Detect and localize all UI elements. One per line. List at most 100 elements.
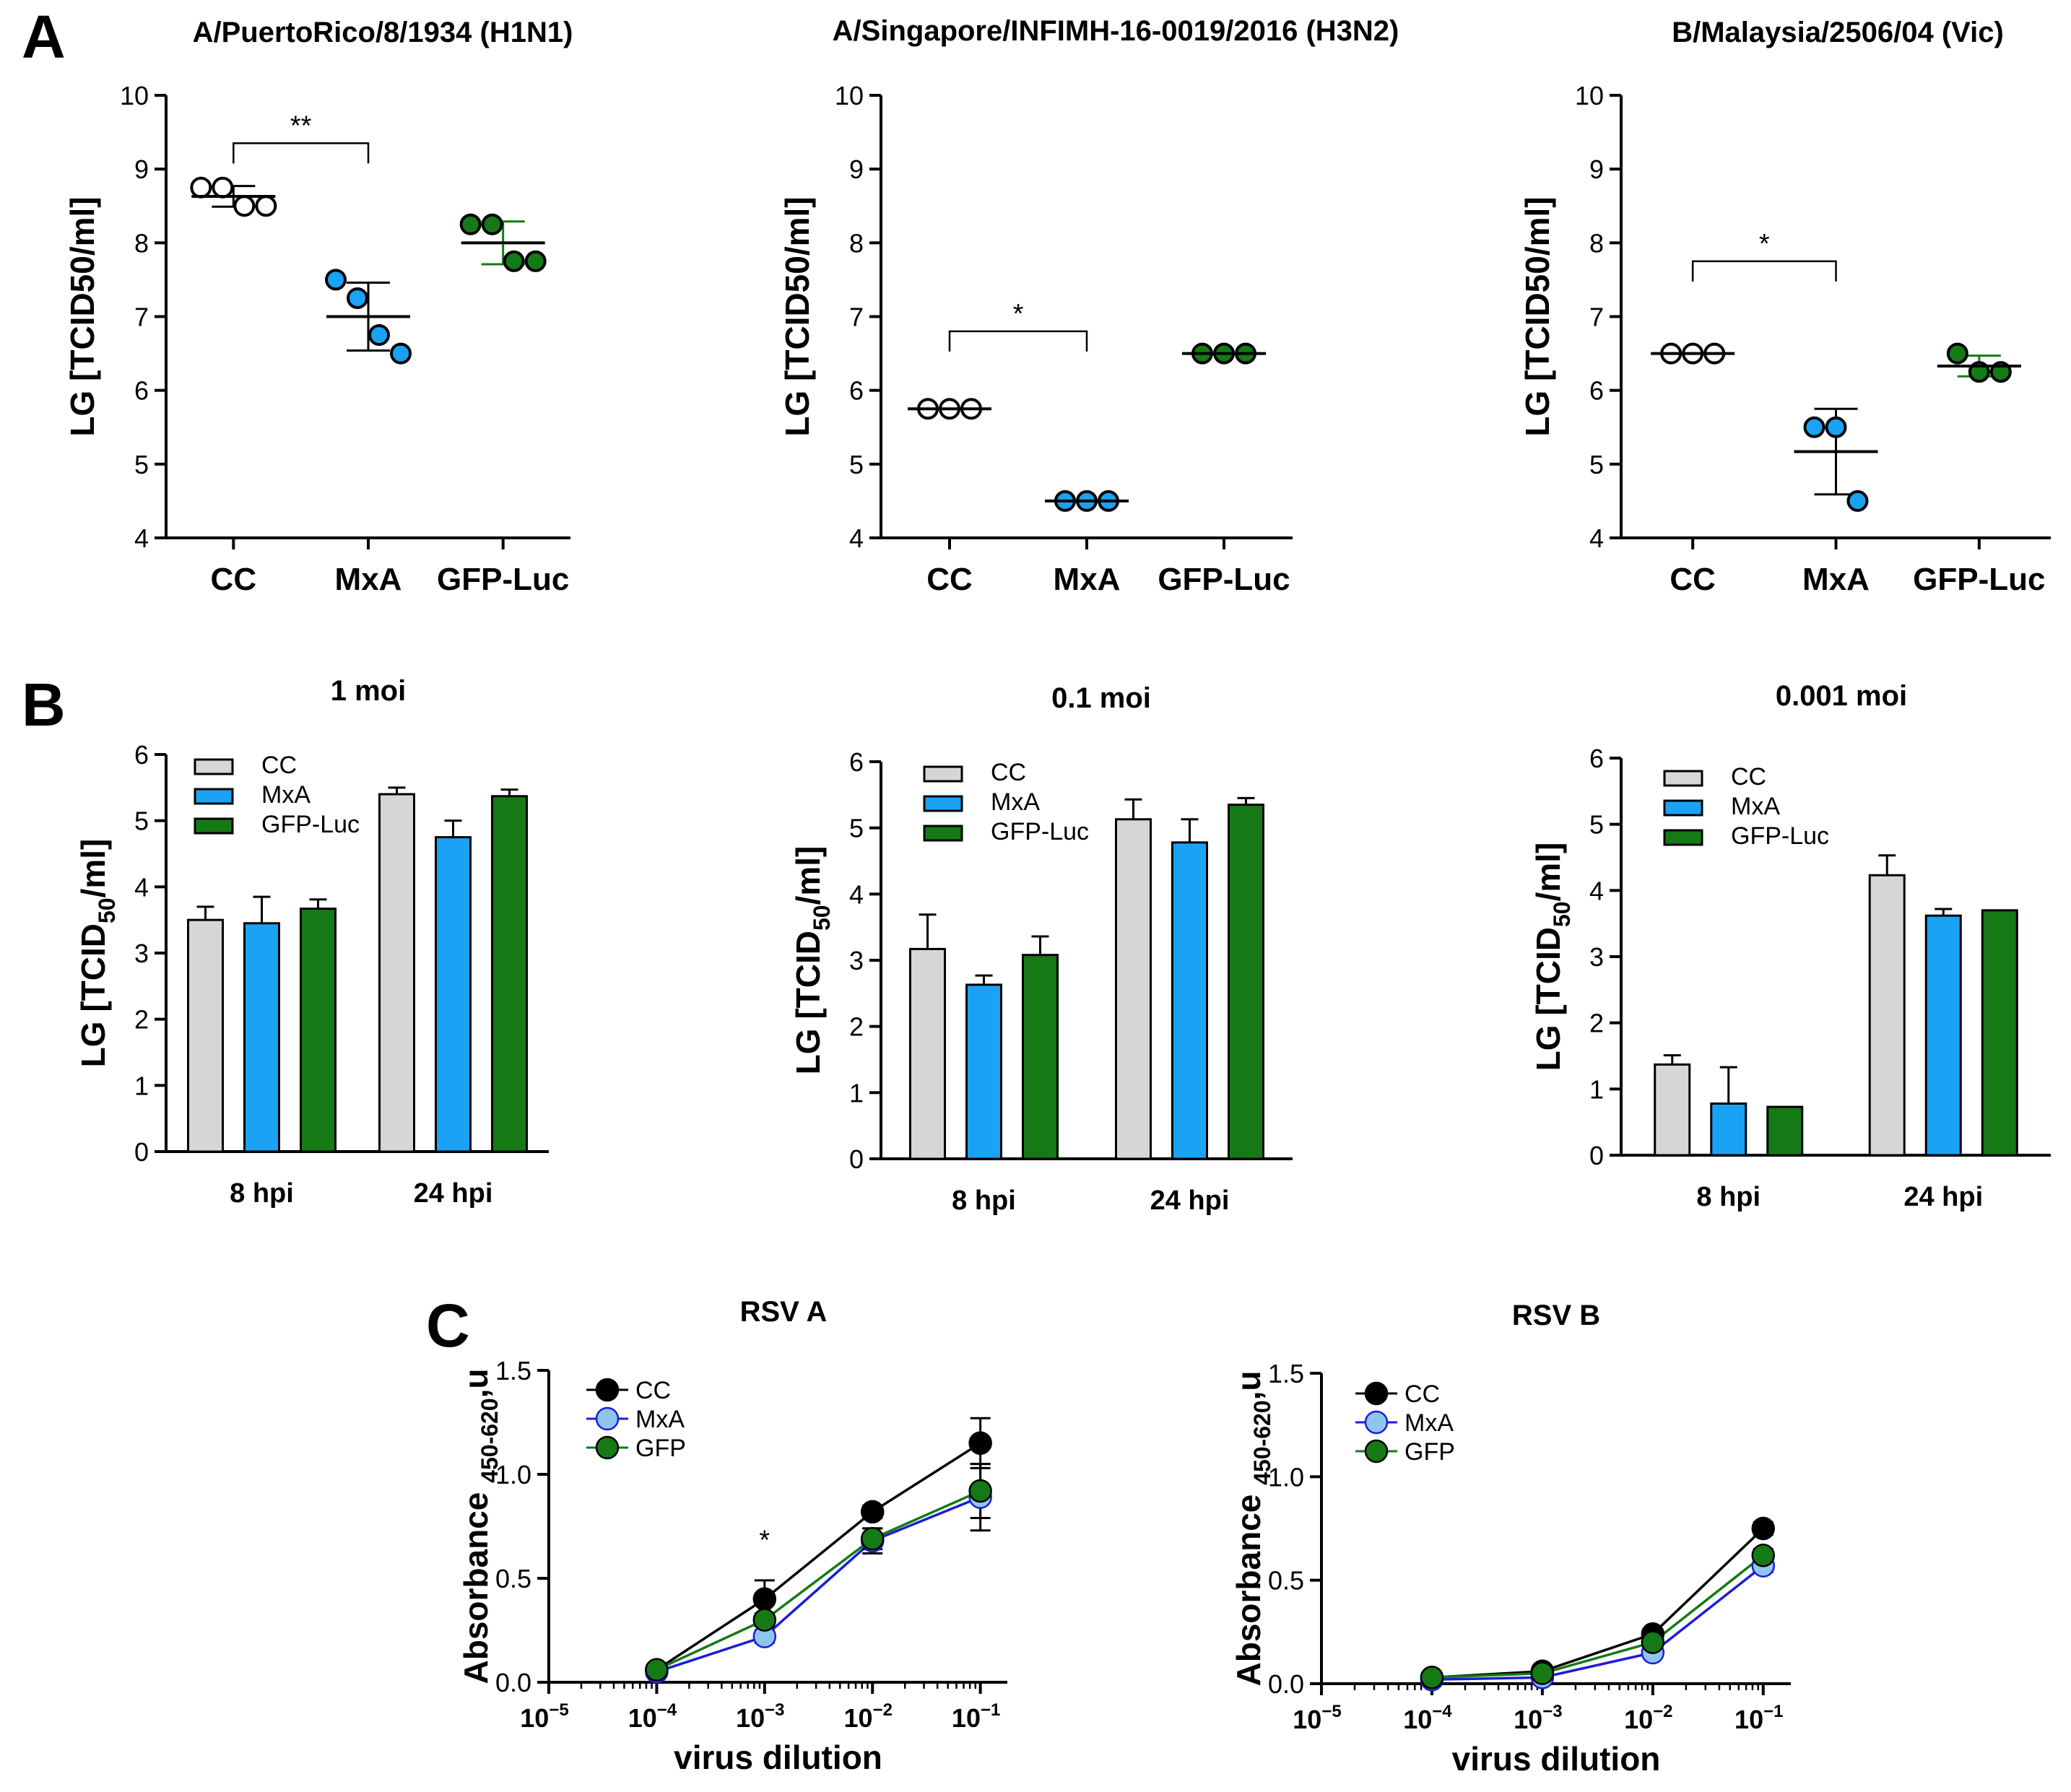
chart-c2-series-line-gfp: [1431, 1554, 1764, 1679]
chart-b1-category-label: 24 hpi: [414, 1178, 493, 1209]
chart-c1-data-point-gfp: [968, 1479, 992, 1503]
chart-a3-data-point: [1825, 416, 1847, 438]
chart-a3-ytick-label: 10: [1575, 81, 1604, 110]
chart-b1-bar-mxa: [243, 922, 280, 1153]
chart-a2-title: A/Singapore/INFIMH-16-0019/2016 (H3N2): [833, 15, 1399, 47]
chart-a1-data-point: [481, 213, 503, 235]
chart-c2-ylabel-tail: ,u: [1230, 1371, 1267, 1401]
chart-a2-category-label: GFP-Luc: [1158, 562, 1290, 597]
chart-c1-legend-label: GFP: [635, 1435, 686, 1462]
chart-b3-bar-gfp-luc: [1981, 909, 2018, 1157]
chart-b3-legend-swatch: [1663, 799, 1703, 817]
chart-c2-legend-marker: [1364, 1439, 1389, 1463]
chart-a1-ytick-label: 4: [134, 523, 149, 553]
chart-c1-ylabel: Absorbance 450-620,u: [457, 1369, 503, 1684]
chart-a3-ytick-label: 6: [1589, 376, 1604, 406]
chart-a1-data-point: [233, 195, 256, 217]
chart-c1-ytick-label: 0.5: [495, 1564, 531, 1593]
chart-a1-data-point: [524, 250, 547, 272]
chart-b3-legend-swatch: [1663, 770, 1703, 787]
chart-b1-ytick-label: 5: [134, 806, 149, 836]
chart-b2-ytick-label: 6: [849, 747, 864, 777]
chart-a2-ylabel: LG [TCID50/ml]: [778, 196, 816, 436]
chart-b2-ytick-label: 5: [849, 814, 864, 843]
chart-b1-ylabel: LG [TCID50/ml]: [74, 839, 120, 1068]
chart-b3-legend-swatch: [1663, 829, 1703, 846]
chart-c1-xtick-label: 10−4: [628, 1700, 677, 1733]
chart-b3-ytick-label: 4: [1589, 876, 1604, 905]
chart-c1-ylabel-sub: 450-620: [477, 1398, 503, 1482]
chart-c2-xlabel: virus dilution: [1452, 1740, 1661, 1778]
chart-b3-title: 0.001 moi: [1776, 680, 1907, 712]
chart-c2-xtick-base: 10: [1293, 1705, 1321, 1734]
chart-a1-data-point: [390, 342, 412, 365]
chart-b1-ytick-label: 4: [134, 872, 149, 902]
chart-c1-ylabel-tail: ,u: [457, 1369, 495, 1399]
chart-c1-legend-marker: [595, 1378, 620, 1402]
chart-c2-ylabel-sub: 450-620: [1249, 1400, 1275, 1484]
chart-b2-legend-swatch: [923, 795, 963, 812]
chart-c2-xtick-exp: −3: [1542, 1702, 1562, 1721]
chart-a1-data-point: [255, 195, 277, 217]
chart-a1-title: A/PuertoRico/8/1934 (H1N1): [193, 17, 573, 48]
chart-a3-ytick-label: 8: [1589, 228, 1604, 258]
chart-c2-ytick-label: 0.5: [1268, 1566, 1304, 1596]
chart-b1-legend-swatch: [194, 758, 234, 775]
chart-b2-bar-cc: [1115, 818, 1152, 1160]
chart-c1-xtick-base: 10: [628, 1703, 657, 1733]
chart-b3-ylabel-tail: /ml]: [1529, 843, 1567, 902]
chart-b1-legend-swatch: [194, 788, 234, 805]
chart-b2-bar-mxa: [1171, 841, 1208, 1160]
chart-c1-ytick-label: 0.0: [495, 1668, 531, 1697]
chart-b1-ytick-label: 0: [134, 1137, 149, 1167]
chart-c2-ytick-label: 1.5: [1268, 1359, 1304, 1388]
chart-b1-bar-cc: [378, 793, 415, 1153]
chart-a1-data-point: [212, 176, 234, 199]
chart-b1-bar-gfp-luc: [300, 908, 337, 1153]
chart-c1-xtick-label: 10−3: [736, 1700, 784, 1733]
chart-b3-category-label: 24 hpi: [1903, 1182, 1983, 1212]
chart-c2-legend-label: CC: [1404, 1380, 1440, 1408]
chart-a1-data-point: [325, 269, 347, 291]
chart-b1-ytick-label: 2: [134, 1005, 149, 1035]
chart-b2-legend-label: GFP-Luc: [991, 818, 1089, 845]
chart-c1-xlabel: virus dilution: [674, 1739, 882, 1776]
chart-a1-significance-bracket: [233, 142, 370, 164]
chart-b2-bar-mxa: [965, 983, 1002, 1160]
chart-c1-xtick-label: 10−2: [844, 1700, 893, 1733]
chart-a1-significance-label: **: [290, 110, 312, 141]
chart-c2-xtick-label: 10−2: [1624, 1702, 1672, 1734]
chart-b2-ylabel-main: LG [TCID: [789, 931, 827, 1074]
chart-b1-ylabel-sub: 50: [94, 897, 120, 923]
chart-c2-data-point-gfp: [1641, 1630, 1665, 1654]
chart-a2-ytick-label: 9: [849, 155, 864, 184]
chart-a3-ytick-label: 7: [1589, 303, 1604, 332]
chart-b1-ytick-label: 3: [134, 939, 149, 968]
chart-a1-ytick-label: 8: [134, 228, 149, 258]
chart-b3-bar-cc: [1868, 874, 1906, 1157]
chart-b1-ylabel-main: LG [TCID: [74, 923, 112, 1067]
chart-a1-data-point: [503, 250, 525, 272]
chart-c1-data-point-gfp: [645, 1658, 669, 1682]
chart-c2-data-point-gfp: [1751, 1544, 1776, 1567]
chart-c1-xtick-base: 10: [952, 1703, 981, 1733]
chart-b1-title: 1 moi: [331, 675, 406, 707]
chart-a1-data-point: [368, 324, 390, 347]
chart-a2-ytick-label: 8: [849, 228, 864, 258]
chart-a3-data-point: [1803, 416, 1825, 438]
chart-a3-category-label: CC: [1670, 562, 1716, 597]
chart-b2-ylabel-tail: /ml]: [789, 846, 827, 905]
chart-b2-legend-swatch: [923, 825, 963, 842]
chart-b3-ytick-label: 1: [1589, 1074, 1604, 1104]
chart-b2-legend-label: MxA: [991, 788, 1040, 816]
chart-c2-data-point-cc: [1751, 1516, 1776, 1541]
chart-b3-ylabel: LG [TCID50/ml]: [1529, 843, 1575, 1071]
chart-c1-legend-label: MxA: [635, 1406, 685, 1433]
chart-c1-data-point-cc: [968, 1431, 992, 1456]
chart-b3-bar-mxa: [1924, 914, 1962, 1157]
chart-b1-legend-label: MxA: [261, 781, 311, 809]
chart-b2-bar-gfp-luc: [1022, 954, 1059, 1160]
chart-c1-xtick-exp: −1: [981, 1700, 1000, 1720]
chart-a3-data-point: [1846, 490, 1869, 512]
chart-a1-ylabel: LG [TCID50/ml]: [64, 196, 101, 436]
